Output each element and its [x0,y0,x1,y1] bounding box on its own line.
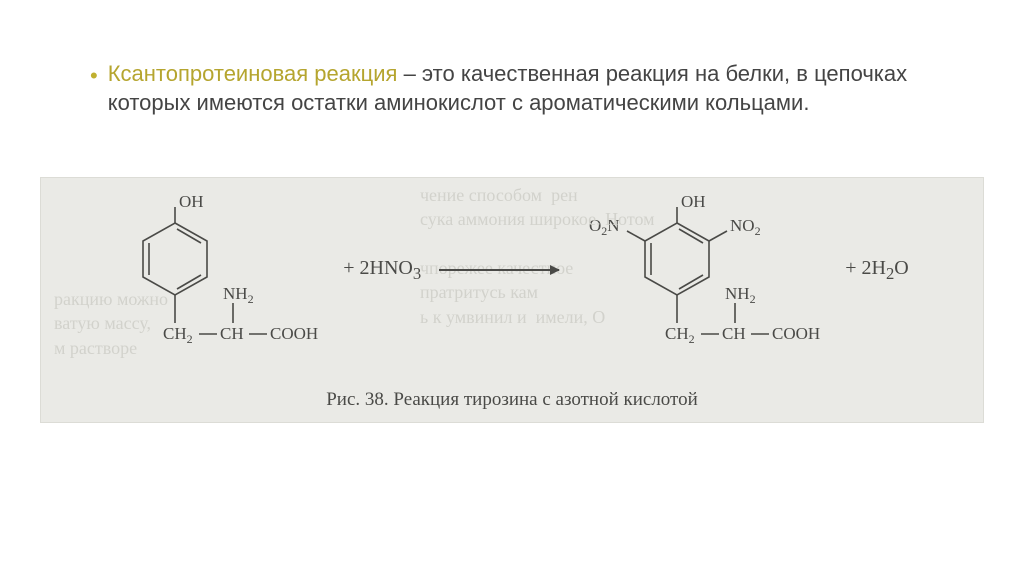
reaction-row: OH CH2 CH COOH NH2 + 2HNO3 [60,195,964,375]
reaction-figure: ракцию можно ватую массу, м растворе чен… [40,177,984,423]
label-nh2-p: NH [725,284,750,303]
svg-text:CH2: CH2 [665,324,695,346]
label-nh2: NH [223,284,248,303]
definition-text: Ксантопротеиновая реакция – это качестве… [108,60,954,117]
svg-text:NH2: NH2 [223,284,254,306]
label-oh-p: OH [681,195,706,211]
label-o2n-o: O [589,216,601,235]
svg-text:NO2: NO2 [730,216,761,238]
byproduct-label: + 2H2O [845,257,909,284]
label-ch2-p: CH [665,324,689,343]
label-no2-sub: 2 [755,224,761,238]
definition-block: • Ксантопротеиновая реакция – это качест… [90,60,954,117]
reagent-label: + 2HNO3 [343,257,421,284]
molecule-dinitrotyrosine: OH O2N NO2 CH2 CH COOH NH2 [577,195,827,375]
figure-caption: Рис. 38. Реакция тирозина с азотной кисл… [60,389,964,411]
reaction-arrow-icon [439,269,559,271]
label-ch2-sub: 2 [187,332,193,346]
label-cooh-p: COOH [772,324,820,343]
label-nh2-sub: 2 [248,292,254,306]
svg-text:NH2: NH2 [725,284,756,306]
label-ch2-p-sub: 2 [689,332,695,346]
label-ch2: CH [163,324,187,343]
label-no2: NO [730,216,755,235]
label-o2n-n: N [607,216,619,235]
bullet-icon: • [90,62,98,91]
molecule-tyrosine: OH CH2 CH COOH NH2 [115,195,325,375]
label-ch: CH [220,324,244,343]
label-oh: OH [179,195,204,211]
term: Ксантопротеиновая реакция [108,61,398,86]
label-nh2-p-sub: 2 [750,292,756,306]
svg-text:O2N: O2N [589,216,620,238]
label-ch-p: CH [722,324,746,343]
label-cooh: COOH [270,324,318,343]
svg-text:CH2: CH2 [163,324,193,346]
